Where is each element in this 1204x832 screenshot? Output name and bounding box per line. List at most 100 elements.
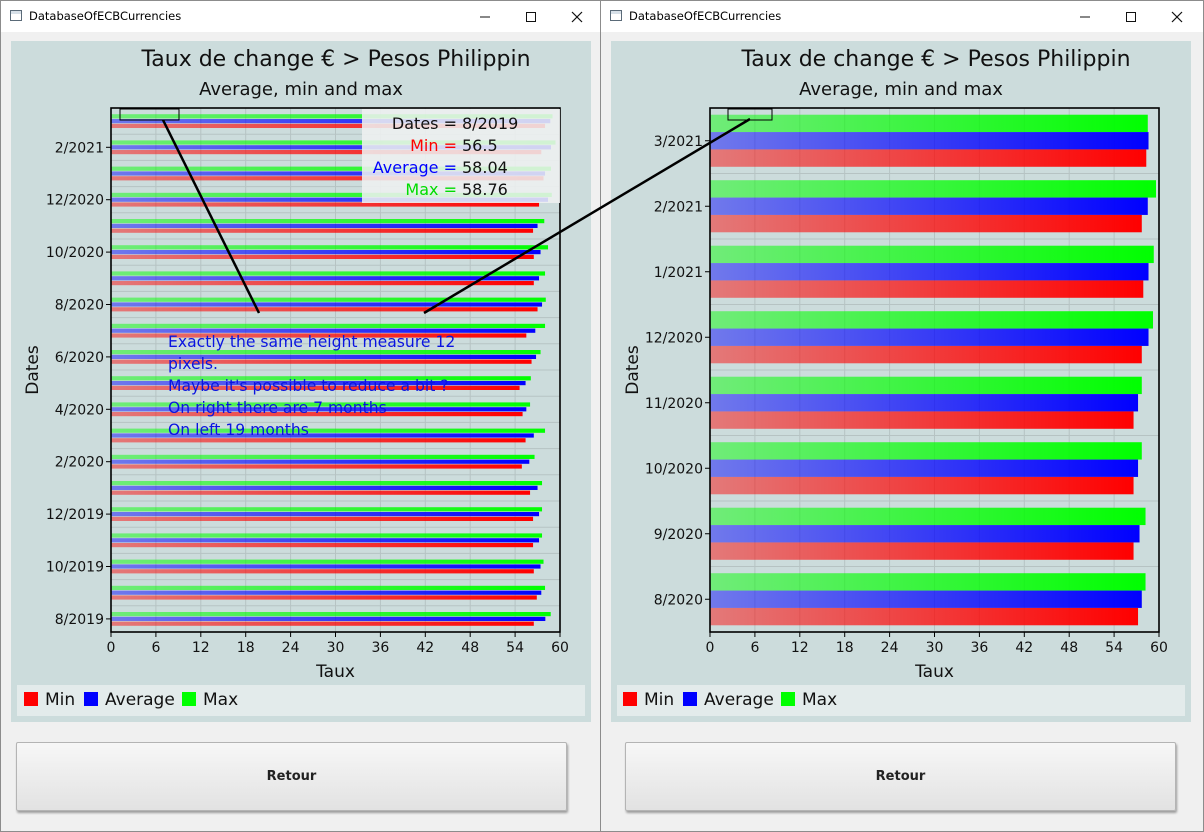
- bar-average-9-2019[interactable]: [111, 590, 542, 595]
- bar-min-7-2020[interactable]: [111, 333, 527, 338]
- bar-max-7-2020[interactable]: [111, 323, 546, 328]
- bar-average-1-2021[interactable]: [710, 263, 1149, 281]
- bar-average-2-2020[interactable]: [111, 459, 530, 464]
- bar-min-10-2019[interactable]: [111, 569, 534, 574]
- legend-label-min: Min: [45, 690, 76, 710]
- bar-max-9-2020[interactable]: [111, 271, 546, 276]
- bar-max-9-2020[interactable]: [710, 507, 1146, 526]
- bar-max-10-2020[interactable]: [710, 442, 1142, 460]
- bar-min-3-2021[interactable]: [111, 123, 546, 128]
- bar-min-2-2020[interactable]: [111, 464, 522, 469]
- bar-min-1-2021[interactable]: [710, 280, 1144, 298]
- bar-min-8-2019[interactable]: [111, 621, 534, 626]
- maximize-button[interactable]: [1108, 1, 1154, 32]
- bar-average-9-2020[interactable]: [710, 525, 1140, 543]
- bar-average-12-2020[interactable]: [111, 197, 549, 202]
- bar-max-12-2020[interactable]: [111, 192, 552, 197]
- bar-average-1-2021[interactable]: [111, 171, 546, 176]
- bar-min-11-2019[interactable]: [111, 543, 534, 548]
- bar-min-5-2020[interactable]: [111, 385, 520, 390]
- minimize-button[interactable]: [1062, 1, 1108, 32]
- bar-max-2-2021[interactable]: [710, 180, 1157, 198]
- bar-min-1-2020[interactable]: [111, 490, 531, 495]
- retour-button[interactable]: Retour: [625, 742, 1176, 811]
- minimize-button[interactable]: [462, 1, 508, 32]
- bar-max-3-2020[interactable]: [111, 428, 546, 433]
- bar-average-7-2020[interactable]: [111, 328, 536, 333]
- bar-max-10-2020[interactable]: [111, 245, 549, 250]
- bar-average-2-2021[interactable]: [111, 145, 552, 150]
- bar-min-9-2019[interactable]: [111, 595, 537, 600]
- bar-min-3-2020[interactable]: [111, 438, 526, 443]
- bar-average-12-2020[interactable]: [710, 328, 1149, 346]
- retour-button[interactable]: Retour: [16, 742, 567, 811]
- bar-min-11-2020[interactable]: [710, 411, 1134, 429]
- bar-min-2-2021[interactable]: [111, 150, 542, 155]
- bar-max-3-2021[interactable]: [111, 114, 553, 119]
- bar-average-4-2020[interactable]: [111, 407, 527, 412]
- bar-max-8-2020[interactable]: [710, 573, 1146, 591]
- bar-average-11-2019[interactable]: [111, 538, 540, 543]
- bar-max-1-2021[interactable]: [111, 166, 552, 171]
- bar-min-9-2020[interactable]: [111, 281, 534, 286]
- annotation-line: On left 19 months: [168, 421, 309, 439]
- bar-average-8-2020[interactable]: [111, 302, 543, 307]
- title-bar[interactable]: DatabaseOfECBCurrencies: [601, 1, 1203, 32]
- bar-min-6-2020[interactable]: [111, 359, 532, 364]
- bar-min-3-2021[interactable]: [710, 149, 1147, 167]
- bar-average-2-2021[interactable]: [710, 197, 1148, 215]
- bar-max-11-2020[interactable]: [710, 376, 1142, 395]
- bar-average-11-2020[interactable]: [710, 394, 1139, 412]
- bar-max-8-2020[interactable]: [111, 297, 546, 302]
- bar-min-12-2020[interactable]: [111, 202, 540, 207]
- bar-max-3-2021[interactable]: [710, 114, 1148, 133]
- close-button[interactable]: [554, 1, 600, 32]
- bar-min-4-2020[interactable]: [111, 412, 523, 417]
- close-button[interactable]: [1154, 1, 1200, 32]
- bar-min-11-2020[interactable]: [111, 228, 534, 233]
- bar-average-10-2019[interactable]: [111, 564, 541, 569]
- bar-max-8-2019[interactable]: [111, 612, 551, 617]
- bar-max-6-2020[interactable]: [111, 350, 541, 355]
- bar-max-11-2019[interactable]: [111, 533, 543, 538]
- bar-max-12-2020[interactable]: [710, 311, 1154, 329]
- bar-min-10-2020[interactable]: [111, 254, 534, 259]
- bar-min-8-2020[interactable]: [111, 307, 538, 312]
- bar-average-8-2020[interactable]: [710, 590, 1142, 608]
- bar-average-10-2020[interactable]: [710, 459, 1139, 477]
- bar-max-1-2020[interactable]: [111, 481, 543, 486]
- legend-label-min: Min: [644, 690, 675, 710]
- bar-min-1-2021[interactable]: [111, 176, 544, 181]
- bar-average-6-2020[interactable]: [111, 354, 537, 359]
- bar-min-12-2020[interactable]: [710, 345, 1142, 364]
- bar-average-8-2019[interactable]: [111, 616, 546, 621]
- bar-average-1-2020[interactable]: [111, 485, 538, 490]
- bar-max-4-2020[interactable]: [111, 402, 531, 407]
- bar-average-9-2020[interactable]: [111, 276, 540, 281]
- bar-max-11-2020[interactable]: [111, 219, 545, 224]
- bar-average-11-2020[interactable]: [111, 223, 538, 228]
- y-tick-label: 10/2019: [46, 560, 104, 576]
- bar-max-9-2019[interactable]: [111, 585, 546, 590]
- x-tick-label: 24: [881, 640, 899, 656]
- chart-panel: Taux de change € > Pesos Philippin Avera…: [11, 41, 591, 722]
- bar-max-2-2021[interactable]: [111, 140, 556, 145]
- bar-min-8-2020[interactable]: [710, 607, 1139, 626]
- bar-max-12-2019[interactable]: [111, 507, 543, 512]
- bar-min-2-2021[interactable]: [710, 214, 1142, 233]
- bar-max-2-2020[interactable]: [111, 454, 535, 459]
- bar-average-3-2020[interactable]: [111, 433, 534, 438]
- bar-min-10-2020[interactable]: [710, 476, 1134, 495]
- bar-average-10-2020[interactable]: [111, 250, 541, 255]
- maximize-button[interactable]: [508, 1, 554, 32]
- bar-max-5-2020[interactable]: [111, 376, 531, 381]
- bar-average-12-2019[interactable]: [111, 512, 540, 517]
- bar-min-9-2020[interactable]: [710, 542, 1134, 560]
- bar-max-1-2021[interactable]: [710, 245, 1154, 264]
- bar-max-10-2019[interactable]: [111, 559, 544, 564]
- title-bar[interactable]: DatabaseOfECBCurrencies: [1, 1, 600, 32]
- bar-average-5-2020[interactable]: [111, 381, 526, 386]
- bar-average-3-2021[interactable]: [710, 132, 1149, 150]
- bar-average-3-2021[interactable]: [111, 119, 551, 124]
- bar-min-12-2019[interactable]: [111, 516, 534, 521]
